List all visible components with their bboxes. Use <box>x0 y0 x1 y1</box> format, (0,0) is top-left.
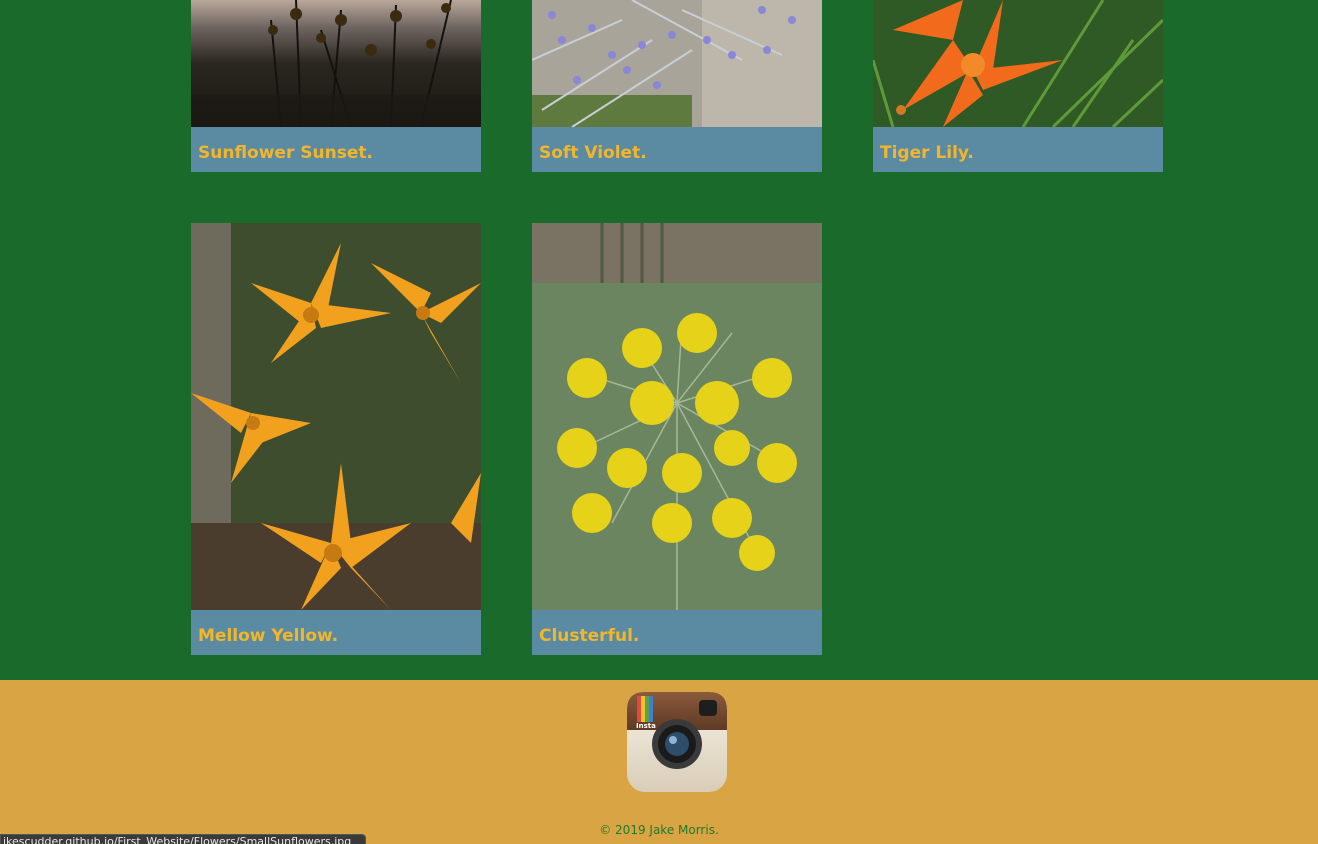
soft-violet-photo[interactable] <box>532 0 822 127</box>
browser-status-bar-url: jkescudder.github.io/First_Website/Flowe… <box>0 834 366 844</box>
tiger-lily-photo[interactable] <box>873 0 1163 127</box>
footer: Insta © 2019 Jake Morris. <box>0 680 1318 844</box>
card-caption: Clusterful. <box>539 626 640 646</box>
card-caption: Sunflower Sunset. <box>198 143 373 163</box>
mellow-yellow-photo[interactable] <box>191 223 481 610</box>
svg-text:Insta: Insta <box>636 722 656 730</box>
flower-gallery: Sunflower Sunset. Soft <box>191 0 1163 655</box>
card-caption: Mellow Yellow. <box>198 626 339 646</box>
clusterful-photo[interactable] <box>532 223 822 610</box>
sunflower-sunset-photo[interactable] <box>191 0 481 127</box>
gallery-card-clusterful[interactable]: Clusterful. <box>532 223 822 655</box>
copyright-text: © 2019 Jake Morris. <box>599 823 719 837</box>
gallery-card-soft-violet[interactable]: Soft Violet. <box>532 0 822 172</box>
card-caption: Tiger Lily. <box>880 143 974 163</box>
gallery-card-tiger-lily[interactable]: Tiger Lily. <box>873 0 1163 172</box>
gallery-card-mellow-yellow[interactable]: Mellow Yellow. <box>191 223 481 655</box>
gallery-card-sunflower-sunset[interactable]: Sunflower Sunset. <box>191 0 481 172</box>
card-caption: Soft Violet. <box>539 143 647 163</box>
instagram-icon[interactable]: Insta <box>627 692 727 792</box>
